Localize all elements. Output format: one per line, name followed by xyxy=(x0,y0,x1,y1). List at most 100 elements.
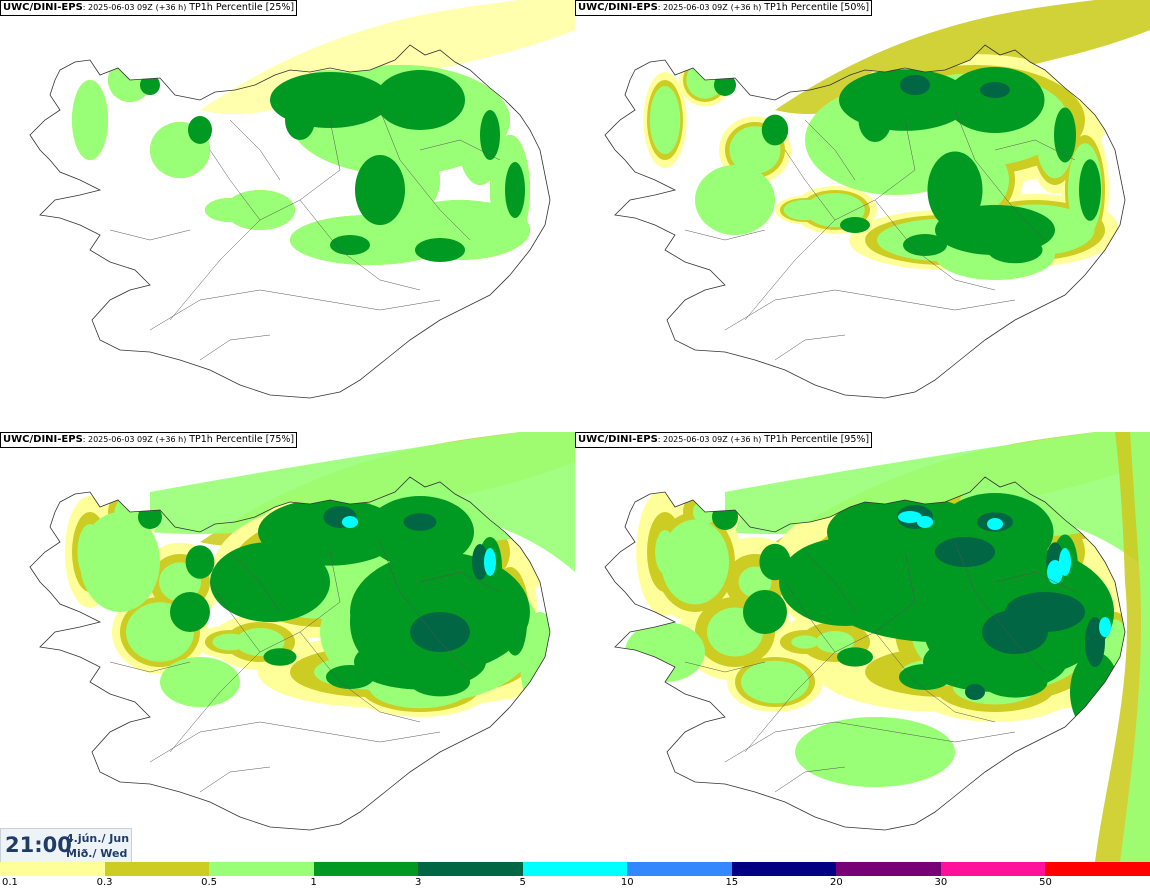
coastline xyxy=(604,44,1126,399)
legend-swatch xyxy=(1045,862,1150,876)
precip-area xyxy=(858,98,892,142)
legend-swatch xyxy=(940,862,1046,876)
legend-swatch xyxy=(627,862,732,876)
road-line xyxy=(954,109,1046,241)
variable-name: TP1h Percentile xyxy=(764,2,838,13)
precip-area xyxy=(472,544,488,580)
lead-time: (+36 h) xyxy=(730,435,762,444)
legend-swatch xyxy=(313,862,419,876)
legend-label: 0.1 xyxy=(2,877,18,888)
road-line xyxy=(149,289,441,331)
sea-precip-area xyxy=(725,432,1150,572)
precip-area xyxy=(188,116,212,144)
precip-area xyxy=(935,205,1055,255)
road-line xyxy=(784,149,836,221)
legend-swatch xyxy=(209,862,314,876)
road-line xyxy=(744,199,876,321)
road-line xyxy=(804,119,856,181)
legend-label: 50 xyxy=(1039,877,1052,888)
road-line xyxy=(109,229,191,241)
road-line xyxy=(994,139,1076,161)
panel-title: UWC/DINI-EPS: 2025-06-03 09Z (+36 h) TP1… xyxy=(0,0,298,16)
precip-area xyxy=(898,511,922,523)
precip-area xyxy=(935,537,995,567)
precip-area xyxy=(410,612,470,652)
percentile-label: [95%] xyxy=(840,434,870,445)
precip-area xyxy=(965,684,985,700)
road-line xyxy=(774,766,846,793)
precip-area xyxy=(900,75,930,95)
road-line xyxy=(229,551,281,613)
map-panel-25: UWC/DINI-EPS: 2025-06-03 09Z (+36 h) TP1… xyxy=(0,0,575,430)
precip-area xyxy=(695,165,775,235)
road-line xyxy=(199,334,271,361)
panel-title: UWC/DINI-EPS: 2025-06-03 09Z (+36 h) TP1… xyxy=(575,0,873,16)
precip-area xyxy=(649,86,681,154)
precip-area xyxy=(1099,617,1111,637)
legend-swatch xyxy=(104,862,210,876)
road-line xyxy=(149,721,441,763)
precip-area xyxy=(795,717,955,787)
precip-area xyxy=(714,74,736,96)
precip-area xyxy=(903,234,947,256)
precip-area xyxy=(1005,592,1085,632)
road-line xyxy=(209,149,261,221)
forecast-time: : 2025-06-03 09Z xyxy=(657,435,728,444)
sea-precip-area xyxy=(150,432,575,572)
precip-area xyxy=(140,75,160,95)
legend-label: 10 xyxy=(620,877,634,888)
precip-area xyxy=(366,496,474,568)
map-panel-50: UWC/DINI-EPS: 2025-06-03 09Z (+36 h) TP1… xyxy=(575,0,1150,430)
precip-area xyxy=(815,631,855,653)
color-legend xyxy=(0,862,1150,876)
precip-area xyxy=(945,67,1045,133)
percentile-label: [25%] xyxy=(265,2,295,13)
road-line xyxy=(874,119,916,201)
road-line xyxy=(379,541,471,673)
precip-area xyxy=(791,635,819,649)
road-line xyxy=(744,631,876,753)
legend-label: 15 xyxy=(725,877,739,888)
variable-name: TP1h Percentile xyxy=(189,434,263,445)
map-panel-95: UWC/DINI-EPS: 2025-06-03 09Z (+36 h) TP1… xyxy=(575,432,1150,862)
forecast-time: : 2025-06-03 09Z xyxy=(657,3,728,12)
legend-swatch xyxy=(836,862,941,876)
road-line xyxy=(954,541,1046,673)
precip-area xyxy=(505,162,525,218)
valid-time: 21:00 xyxy=(5,833,72,857)
road-line xyxy=(209,581,261,653)
precip-area xyxy=(661,519,729,605)
precip-area xyxy=(987,518,1003,530)
road-line xyxy=(109,661,191,673)
variable-name: TP1h Percentile xyxy=(189,2,263,13)
model-name: UWC/DINI-EPS xyxy=(578,434,658,445)
model-name: UWC/DINI-EPS xyxy=(3,2,83,13)
precip-area xyxy=(484,548,496,576)
panel-title: UWC/DINI-EPS: 2025-06-03 09Z (+36 h) TP1… xyxy=(575,432,873,448)
precip-area xyxy=(263,648,297,666)
precip-area xyxy=(415,238,465,262)
road-line xyxy=(774,334,846,361)
percentile-label: [50%] xyxy=(840,2,870,13)
road-line xyxy=(169,199,301,321)
road-line xyxy=(684,229,766,241)
road-line xyxy=(874,199,996,291)
road-line xyxy=(419,139,501,161)
precip-area xyxy=(72,80,108,160)
forecast-time: : 2025-06-03 09Z xyxy=(82,3,153,12)
road-line xyxy=(419,571,501,593)
lead-time: (+36 h) xyxy=(155,3,187,12)
road-line xyxy=(169,631,301,753)
legend-labels: 0.1 0.3 0.5 1 3 5 10 15 20 30 50 xyxy=(0,877,1150,891)
legend-label: 5 xyxy=(519,877,526,888)
road-line xyxy=(724,721,1016,763)
road-line xyxy=(684,661,766,673)
road-line xyxy=(874,631,996,723)
precip-map xyxy=(604,432,1150,862)
valid-weekday: Mið./ Wed xyxy=(66,847,128,860)
precip-map xyxy=(29,432,575,831)
precip-area xyxy=(783,199,827,221)
road-line xyxy=(229,119,281,181)
precip-area xyxy=(80,512,160,612)
coastline xyxy=(29,476,551,831)
